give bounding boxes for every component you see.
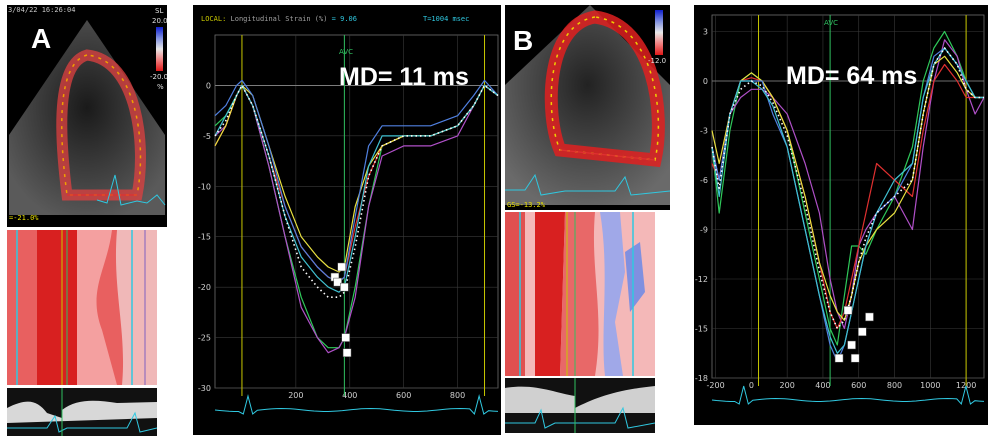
x-tick-label: 400 (342, 391, 357, 400)
panel-b-echo: B -12.0 GS=-13.2% (505, 5, 670, 210)
acq-timestamp-a: 3/04/22 16:26:04 (8, 6, 76, 14)
y-tick-label: -3 (700, 127, 708, 136)
y-tick-label: -20 (198, 283, 211, 292)
strain-curve-6 (711, 47, 984, 330)
strain-chart-b: 30-3-6-9-12-15-18-200 0 200 400 600 800 1000 12… (695, 14, 985, 406)
y-tick-label: -30 (198, 384, 211, 393)
strain-chart-a: 0 -5 -10 -15 -20 -25 -30 200 400 600 800 (198, 34, 499, 416)
y-tick-label: -5 (203, 132, 211, 141)
y-tick-label: -9 (700, 226, 708, 235)
y-tick-label: -6 (700, 176, 708, 185)
md-label-a: MD= 11 ms (339, 63, 469, 91)
echo-image-a (9, 20, 166, 215)
global-strain-b: GS=-13.2% (507, 201, 545, 209)
header-value: = 9.06 (331, 15, 357, 23)
avc-label-a: AVC (339, 48, 354, 56)
strain-curve-2 (711, 63, 984, 330)
strain-curve-3 (711, 55, 984, 321)
y-tick-label: -25 (198, 334, 211, 343)
header-local: LOCAL: Longitudinal Strain (%) = 9.06 (201, 15, 357, 23)
y-tick-label: 3 (703, 28, 708, 37)
global-strain-a: =-21.0% (9, 214, 39, 222)
x-tick-label: 200 (780, 381, 795, 390)
scale-unit-a: % (157, 83, 164, 91)
peak-marker (333, 277, 342, 287)
strain-map-b (505, 212, 655, 376)
header-local-label: LOCAL: (201, 15, 227, 23)
echo-image-b (505, 5, 670, 205)
scale-bottom-b: -12.0 (648, 57, 667, 65)
x-tick-label: 800 (450, 391, 465, 400)
panel-letter-a: A (31, 23, 52, 54)
x-tick-label: 1000 (920, 381, 940, 390)
y-tick-label: -15 (198, 233, 211, 242)
x-tick-label: 400 (815, 381, 830, 390)
y-tick-label: -15 (695, 325, 708, 334)
strain-curve-1 (214, 84, 499, 354)
y-tick-label: 0 (206, 81, 211, 90)
peak-marker (337, 262, 346, 272)
strain-map-svg-b (505, 212, 655, 376)
peak-marker (834, 353, 844, 363)
strain-curve-5 (214, 84, 499, 293)
mmode-strip-a (7, 388, 157, 436)
scale-label-a: SL (155, 7, 164, 15)
color-scale-bar-b (655, 10, 663, 55)
x-tick-label: 600 (396, 391, 411, 400)
y-tick-label: -18 (695, 374, 708, 383)
peak-marker (847, 340, 856, 350)
x-tick-label: 800 (887, 381, 902, 390)
x-tick-label: 0 (749, 381, 754, 390)
mmode-strip-b (505, 378, 655, 433)
md-label-b: MD= 64 ms (786, 62, 918, 90)
y-tick-label: 0 (703, 77, 708, 86)
scale-bottom-a: -20.0 (150, 73, 167, 81)
avc-label-b: AVC (824, 19, 839, 27)
peak-marker (340, 282, 349, 292)
ecg-trace (711, 385, 985, 406)
chart-a-panel: 0 -5 -10 -15 -20 -25 -30 200 400 600 800 LOCAL: Lo… (193, 5, 501, 435)
peak-marker (342, 348, 352, 357)
strain-map-svg-a (7, 230, 157, 385)
strain-map-a (7, 230, 157, 385)
panel-letter-b: B (513, 25, 534, 56)
peak-marker (858, 327, 867, 337)
sector-a (9, 20, 165, 215)
panel-a-echo: 3/04/22 16:26:04 SL 20.0 -20.0 % A =-21.… (7, 5, 167, 227)
ecg-trace (214, 394, 499, 416)
chart-b-panel: 3 0 -3 -6 -9 -12 -15 -18 -200 0 200 400 600 800 1000 12… (694, 5, 988, 425)
scale-top-a: 20.0 (152, 17, 167, 25)
strain-curve-3 (214, 84, 499, 273)
color-scale-bar-a (156, 27, 163, 71)
header-time: T=1004 msec (423, 15, 470, 23)
tracking-dots-a (61, 54, 142, 196)
peak-marker (843, 306, 853, 315)
y-tick-label: -10 (198, 182, 211, 191)
strain-curve-6 (214, 84, 499, 298)
peak-marker (341, 333, 350, 342)
header-measure: Longitudinal Strain (%) (230, 15, 328, 23)
x-tick-label: 200 (288, 391, 303, 400)
x-tick-label: -200 (707, 381, 725, 390)
x-tick-label: 600 (851, 381, 866, 390)
y-tick-label: -12 (695, 275, 708, 284)
peak-marker (850, 353, 860, 363)
peak-marker (865, 312, 874, 322)
strain-curve-4 (214, 79, 499, 283)
strain-curve-2 (214, 84, 499, 283)
